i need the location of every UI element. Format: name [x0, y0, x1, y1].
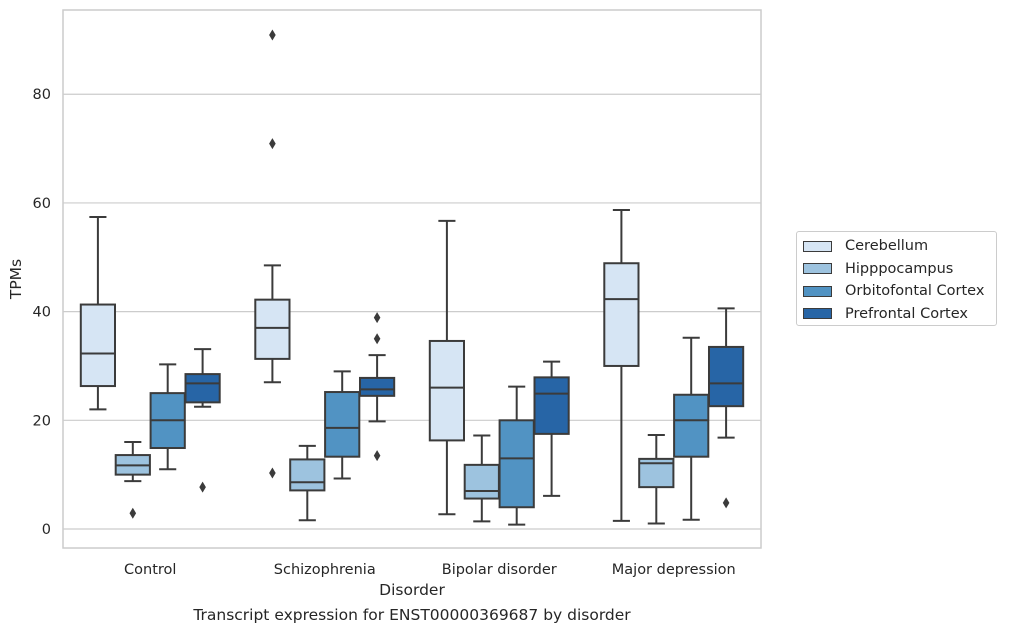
box-body — [254, 298, 291, 360]
x-tick-label: Control — [124, 562, 176, 578]
box-cerebellum — [79, 216, 117, 411]
x-tick-label: Schizophrenia — [274, 562, 376, 578]
legend-item-cerebellum: Cerebellum — [803, 235, 996, 258]
legend-label: Hipppocampus — [845, 260, 954, 277]
box-hipppocampus — [289, 444, 326, 522]
outlier-point — [269, 29, 276, 41]
box-prefrontal-cortex — [707, 307, 745, 509]
box-cerebellum — [428, 219, 466, 516]
x-axis-label: Disorder — [379, 581, 445, 599]
legend: Cerebellum Hipppocampus Orbitofontal Cor… — [796, 231, 997, 326]
box-orbitofontal-cortex — [498, 385, 535, 526]
outlier-point — [199, 481, 206, 493]
box-prefrontal-cortex — [533, 360, 570, 497]
outlier-point — [373, 450, 381, 462]
legend-item-hippocampus: Hipppocampus — [803, 258, 996, 281]
legend-item-prefrontal-cortex: Prefrontal Cortex — [803, 303, 996, 326]
y-tick-label: 60 — [33, 196, 51, 212]
legend-swatch — [803, 308, 832, 320]
legend-swatch — [803, 263, 832, 275]
legend-label: Cerebellum — [845, 238, 929, 255]
box-hipppocampus — [638, 433, 675, 525]
box-hipppocampus — [463, 434, 500, 523]
x-tick-label: Bipolar disorder — [442, 562, 557, 578]
box-orbitofontal-cortex — [324, 370, 361, 480]
box-prefrontal-cortex — [184, 348, 221, 493]
box-cerebellum — [254, 29, 291, 479]
box-body — [673, 393, 710, 458]
y-tick-label: 80 — [33, 87, 51, 103]
y-axis-label: TPMs — [7, 259, 25, 300]
box-body — [358, 376, 396, 397]
box-body — [324, 391, 361, 458]
box-body — [603, 262, 640, 367]
y-tick-label: 40 — [33, 305, 51, 321]
y-tick-label: 0 — [42, 522, 51, 538]
x-tick-label: Major depression — [612, 562, 736, 578]
legend-label: Orbitofontal Cortex — [845, 283, 985, 300]
box-orbitofontal-cortex — [673, 336, 710, 521]
chart-caption: Transcript expression for ENST0000036968… — [193, 606, 631, 624]
legend-swatch — [803, 285, 832, 297]
outlier-point — [373, 312, 381, 324]
y-tick-label: 20 — [33, 413, 51, 429]
outlier-point — [129, 507, 137, 519]
outlier-point — [269, 138, 276, 150]
box-body — [498, 419, 535, 509]
outlier-point — [722, 497, 730, 509]
box-hipppocampus — [114, 441, 151, 519]
legend-swatch — [803, 240, 832, 252]
x-tick-labels: Control Schizophrenia Bipolar disorder Majo… — [124, 562, 736, 578]
box-prefrontal-cortex — [358, 312, 396, 462]
box-cerebellum — [603, 208, 640, 522]
legend-item-orbitofrontal-cortex: Orbitofontal Cortex — [803, 280, 996, 303]
box-body — [428, 339, 466, 442]
box-body — [184, 373, 221, 404]
legend-label: Prefrontal Cortex — [845, 305, 968, 322]
plot-frame — [62, 9, 762, 549]
outlier-point — [373, 333, 381, 345]
box-body — [289, 458, 326, 492]
box-body — [707, 345, 745, 408]
box-series — [79, 29, 745, 526]
y-tick-labels: 0 20 40 60 80 — [33, 87, 51, 538]
box-body — [463, 463, 500, 500]
outlier-point — [269, 467, 276, 479]
box-orbitofontal-cortex — [149, 363, 186, 471]
box-body — [79, 303, 117, 388]
box-body — [533, 376, 570, 435]
